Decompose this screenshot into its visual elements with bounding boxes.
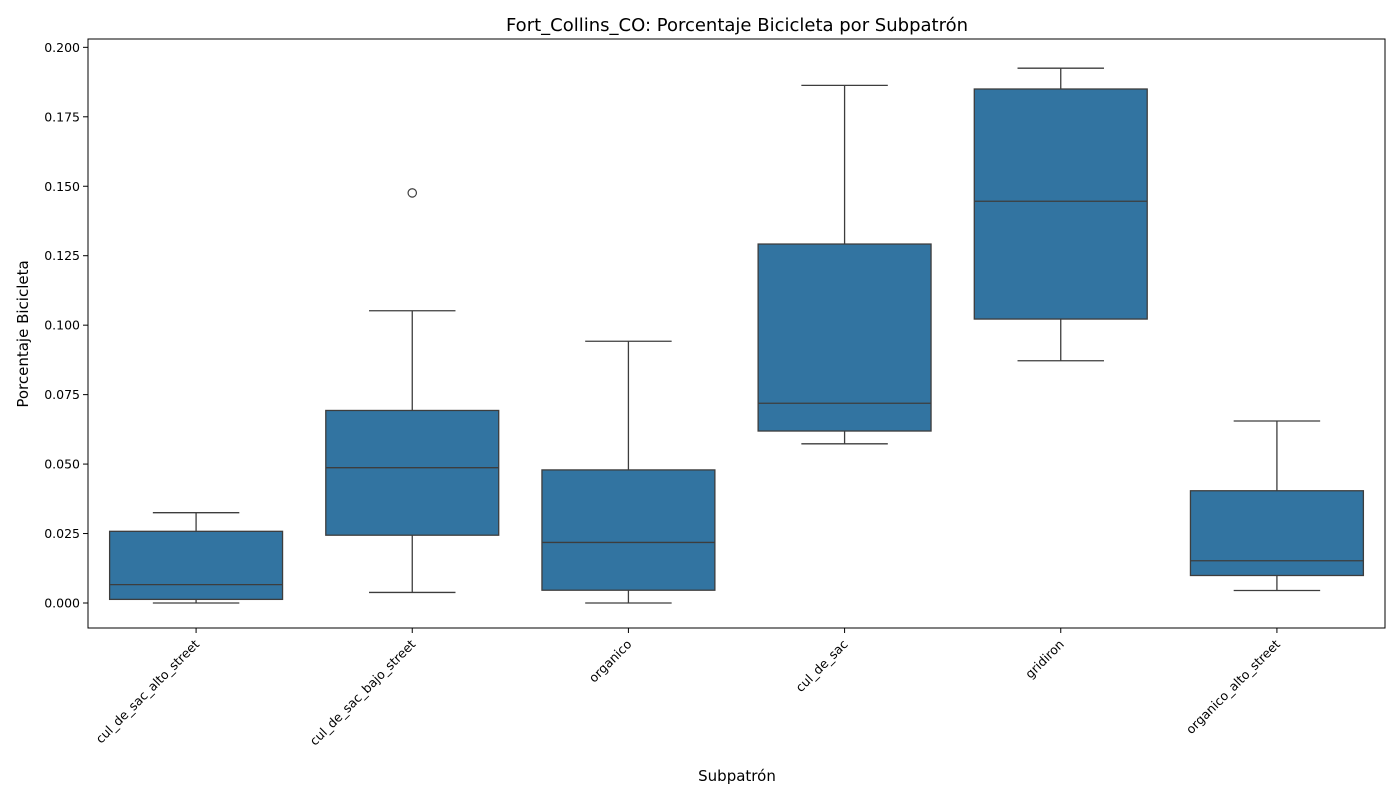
y-tick-label: 0.025 [44, 526, 80, 541]
x-tick-label: cul_de_sac [792, 636, 850, 694]
box-cul_de_sac_alto_street [108, 530, 284, 601]
y-tick-label: 0.200 [44, 40, 80, 55]
y-tick-label: 0.050 [44, 457, 80, 472]
box-gridiron [973, 88, 1148, 320]
x-tick-label: cul_de_sac_alto_street [92, 636, 202, 746]
y-tick-label: 0.000 [44, 595, 80, 610]
box-cul_de_sac_bajo_street [325, 409, 500, 536]
x-tick-label: cul_de_sac_bajo_street [306, 636, 418, 748]
outlier-point [407, 188, 418, 198]
y-tick-label: 0.075 [44, 387, 80, 402]
y-axis-label: Porcentaje Bicicleta [14, 260, 32, 407]
x-tick-label: gridiron [1022, 637, 1067, 682]
box-organico_alto_street [1189, 490, 1365, 577]
box-cul_de_sac [757, 243, 932, 432]
plot-area: 0.000 0.025 0.050 0.075 0.100 0.125 0.150 0.175… [44, 38, 1386, 748]
y-tick-label: 0.150 [44, 179, 80, 194]
x-tick-label: organico [586, 637, 635, 686]
x-tick-label: organico_alto_street [1183, 636, 1283, 736]
x-axis-label: Subpatrón [698, 767, 776, 785]
box-organico [541, 469, 716, 591]
chart-title: Fort_Collins_CO: Porcentaje Bicicleta po… [506, 15, 968, 36]
y-tick-label: 0.100 [44, 318, 80, 333]
y-tick-label: 0.175 [44, 109, 80, 124]
plot-frame [87, 38, 1386, 629]
y-tick-label: 0.125 [44, 248, 80, 263]
